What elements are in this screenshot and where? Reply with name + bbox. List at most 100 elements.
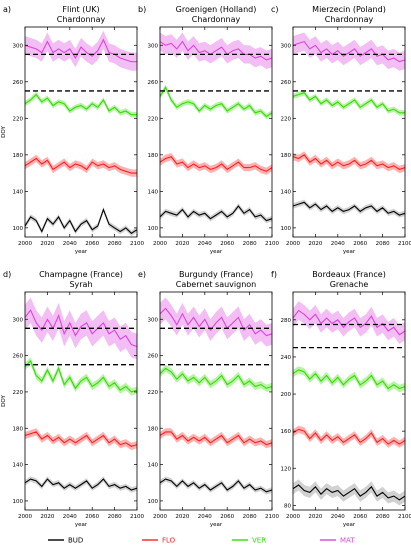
x-tick-label: 2060: [85, 241, 99, 247]
band-mat: [293, 301, 405, 344]
y-tick-label: 220: [148, 390, 159, 396]
line-mat: [24, 38, 137, 63]
x-tick-label: 2100: [265, 241, 279, 247]
x-tick-label: 2100: [398, 241, 411, 247]
x-tick-label: 2000: [18, 241, 32, 247]
line-flo: [292, 154, 406, 171]
legend-label-flo: FLO: [162, 537, 176, 545]
y-tick-label: 260: [148, 80, 159, 86]
panel-subtitle: Chardonnay: [57, 15, 106, 24]
line-flo: [292, 428, 406, 445]
y-tick-label: 260: [281, 80, 292, 86]
panel-subtitle: Grenache: [330, 280, 369, 289]
panel-subtitle: Chardonnay: [325, 15, 374, 24]
y-tick-label: 260: [148, 354, 159, 360]
panel-label: c): [271, 5, 279, 14]
panel-1: a) Flint (UK)Chardonnay 2000 2020 2040 2060 20…: [1, 5, 144, 255]
y-tick-label: 140: [281, 189, 292, 195]
panel-2: b) Groenigen (Holland)Chardonnay 2000 2020 2…: [138, 5, 279, 255]
y-tick-label: 140: [148, 463, 159, 469]
panel-title: Mierzecin (Poland): [312, 5, 386, 14]
y-tick-label: 100: [13, 226, 24, 232]
panel-label: d): [3, 270, 11, 279]
y-tick-label: 300: [13, 43, 24, 49]
line-mat: [292, 309, 406, 336]
band-mat: [25, 30, 137, 71]
y-tick-label: 200: [281, 392, 292, 398]
band-bud: [160, 203, 272, 224]
panel-title: Flint (UK): [62, 5, 99, 14]
x-tick-label: 2100: [130, 514, 144, 520]
y-tick-label: 300: [148, 317, 159, 323]
y-tick-label: 140: [148, 189, 159, 195]
panel-title: Burgundy (France): [179, 270, 253, 279]
x-tick-label: 2020: [40, 514, 54, 520]
x-tick-label: 2040: [63, 241, 77, 247]
x-tick-label: 2060: [353, 241, 367, 247]
line-ver: [159, 86, 273, 118]
band-bud: [25, 206, 137, 237]
legend-label-mat: MAT: [340, 537, 355, 545]
band-ver: [25, 91, 137, 118]
x-tick-label: 2100: [398, 514, 411, 520]
y-tick-label: 260: [13, 80, 24, 86]
x-tick-label: 2000: [153, 514, 167, 520]
x-tick-label: 2080: [376, 514, 390, 520]
line-mat: [159, 307, 273, 337]
x-tick-label: 2060: [220, 241, 234, 247]
y-tick-label: 180: [281, 153, 292, 159]
band-bud: [160, 476, 272, 495]
y-tick-label: 180: [13, 153, 24, 159]
x-tick-label: 2000: [286, 241, 300, 247]
line-mat: [159, 40, 273, 61]
x-tick-label: 2100: [265, 514, 279, 520]
band-flo: [293, 151, 405, 174]
x-tick-label: 2060: [220, 514, 234, 520]
panel-subtitle: Cabernet sauvignon: [176, 280, 257, 289]
y-tick-label: 120: [281, 466, 292, 472]
band-flo: [160, 153, 272, 175]
line-flo: [24, 157, 137, 174]
panel-subtitle: Syrah: [69, 280, 92, 289]
plot-frame: [24, 291, 138, 511]
x-tick-label: 2040: [198, 241, 212, 247]
y-tick-label: 300: [13, 317, 24, 323]
x-tick-label: 2040: [331, 241, 345, 247]
y-tick-label: 220: [281, 116, 292, 122]
band-ver: [160, 84, 272, 120]
x-tick-label: 2020: [308, 514, 322, 520]
x-tick-label: 2020: [175, 514, 189, 520]
x-tick-label: 2040: [63, 514, 77, 520]
band-mat: [160, 297, 272, 347]
line-mat: [24, 309, 138, 348]
panel-subtitle: Chardonnay: [192, 15, 241, 24]
x-tick-label: 2080: [243, 241, 257, 247]
line-bud: [159, 478, 273, 493]
plot-frame: [24, 26, 138, 238]
panel-3: c) Mierzecin (Poland)Chardonnay 2000 2020 20…: [271, 5, 411, 255]
plot-frame: [159, 26, 273, 238]
y-tick-label: 260: [13, 354, 24, 360]
y-tick-label: 300: [148, 43, 159, 49]
line-ver: [24, 93, 137, 116]
band-bud: [293, 199, 405, 218]
x-tick-label: 2040: [331, 514, 345, 520]
x-axis-label: year: [210, 522, 223, 528]
panel-6: f) Bordeaux (France)Grenache 2000 2020 2040 2…: [271, 270, 411, 528]
line-mat: [292, 40, 406, 63]
plot-frame: [159, 291, 273, 511]
y-tick-label: 140: [13, 189, 24, 195]
line-ver: [159, 367, 273, 389]
y-tick-label: 220: [148, 116, 159, 122]
line-bud: [159, 205, 273, 222]
line-ver: [292, 369, 406, 390]
y-axis-label: DOY: [1, 126, 7, 138]
line-bud: [292, 201, 406, 216]
y-tick-label: 240: [281, 355, 292, 361]
legend-label-bud: BUD: [68, 537, 83, 545]
line-flo: [159, 431, 273, 446]
y-axis-label: DOY: [1, 395, 7, 407]
y-tick-label: 220: [13, 116, 24, 122]
x-tick-label: 2100: [130, 241, 144, 247]
panel-5: e) Burgundy (France)Cabernet sauvignon 200…: [138, 270, 279, 528]
